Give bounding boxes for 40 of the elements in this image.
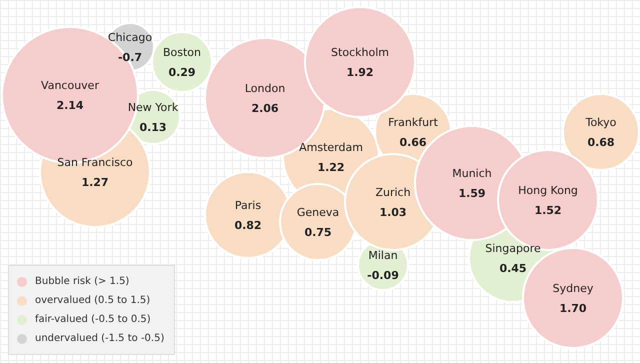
category-label: Geneva [296, 206, 340, 219]
data-label: 0.29 [168, 66, 196, 79]
data-label: 1.22 [317, 160, 345, 174]
category-label: Paris [234, 198, 262, 212]
data-label: 0.13 [139, 120, 167, 134]
data-label: 0.45 [499, 262, 527, 275]
category-label: Singapore [485, 242, 541, 255]
data-label: 0.66 [399, 136, 427, 149]
category-label: Munich [452, 166, 492, 180]
data-label: 0.68 [587, 136, 615, 149]
category-label: Vancouver [41, 78, 100, 92]
data-label: 1.27 [81, 176, 109, 189]
data-label: 1.59 [458, 186, 486, 200]
data-label: 1.03 [379, 206, 407, 219]
category-label: Zurich [375, 186, 411, 199]
category-label: Chicago [108, 30, 152, 44]
data-label: 2.06 [251, 102, 279, 115]
legend-label: overvalued (0.5 to 1.5) [35, 295, 150, 306]
legend-label: undervalued (-1.5 to -0.5) [35, 333, 164, 344]
category-label: New York [128, 100, 179, 114]
category-label: San Francisco [57, 156, 134, 169]
category-label: Frankfurt [388, 116, 439, 129]
data-label: -0.09 [367, 268, 399, 282]
data-label: 1.92 [346, 66, 374, 79]
data-label: 1.70 [559, 302, 587, 315]
data-label: 0.82 [234, 218, 262, 232]
data-label: 2.14 [56, 98, 84, 112]
category-label: Amsterdam [299, 140, 363, 154]
data-label: 1.52 [534, 204, 562, 217]
category-label: Tokyo [584, 116, 617, 129]
category-label: Boston [162, 46, 202, 59]
legend-label: fair-valued (-0.5 to 0.5) [35, 314, 151, 325]
category-label: London [244, 82, 286, 95]
data-label: 0.75 [304, 226, 332, 239]
category-label: Stockholm [331, 46, 389, 59]
category-label: Milan [368, 248, 398, 262]
category-label: Hong Kong [518, 184, 578, 197]
category-label: Sydney [552, 282, 594, 295]
data-label: -0.7 [118, 50, 142, 64]
legend-label: Bubble risk (> 1.5) [35, 276, 130, 287]
